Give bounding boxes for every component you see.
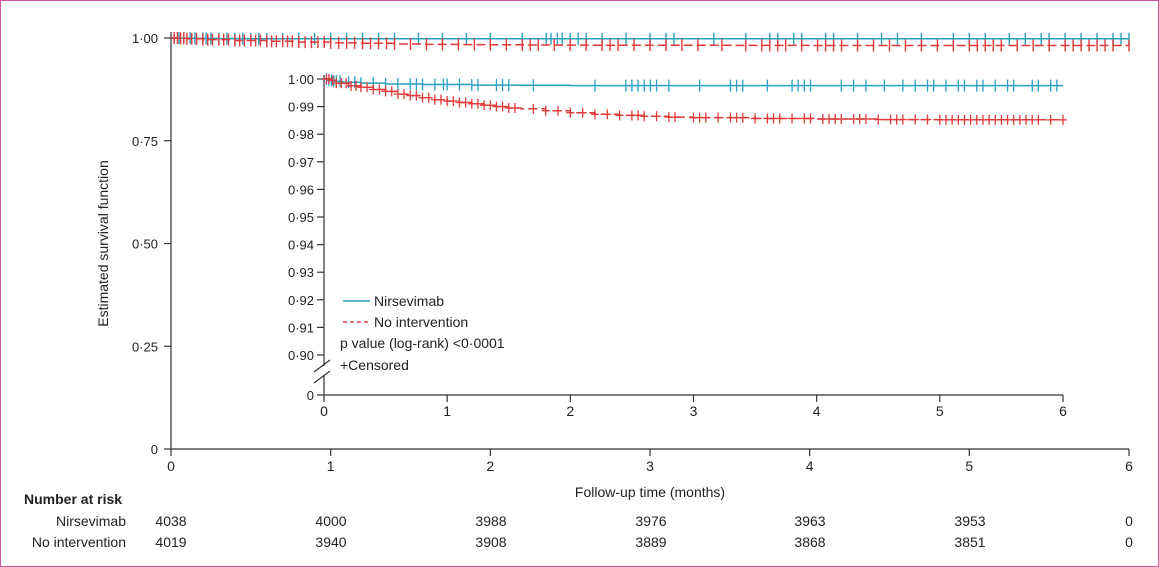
- inset-y-tick-label: 0·99: [288, 100, 314, 115]
- risk-table-cell: 3988: [475, 513, 506, 529]
- risk-table-cell: 0: [1125, 513, 1133, 529]
- inset-axis-break-mark: [313, 359, 331, 373]
- inset-x-tick-label: 4: [813, 403, 821, 419]
- risk-table-cell: 3889: [635, 534, 666, 550]
- inset-x-tick-label: 1: [443, 403, 451, 419]
- main-x-tick-label: 4: [806, 458, 814, 474]
- risk-table-cell: 3908: [475, 534, 506, 550]
- inset-annotation-1: +Censored: [340, 357, 409, 373]
- main-x-tick-label: 0: [167, 458, 175, 474]
- risk-table-cell: 4038: [155, 513, 186, 529]
- inset-x-tick-label: 2: [566, 403, 574, 419]
- inset-x-tick-label: 5: [936, 403, 944, 419]
- legend-label-0: Nirsevimab: [374, 293, 444, 309]
- main-x-tick-label: 5: [965, 458, 973, 474]
- inset-x-tick-label: 0: [320, 403, 328, 419]
- main-x-tick-label: 3: [646, 458, 654, 474]
- risk-table-cell: 3953: [954, 513, 985, 529]
- inset-y-tick-label: 0·98: [288, 127, 314, 142]
- inset-x-tick-label: 6: [1059, 403, 1067, 419]
- main-x-tick-label: 6: [1125, 458, 1133, 474]
- risk-table-cell: 3868: [794, 534, 825, 550]
- risk-table-cell: 4019: [155, 534, 186, 550]
- main-y-tick-label: 1·00: [132, 31, 158, 46]
- inset-y-tick-label: 0·94: [288, 238, 314, 253]
- main-x-tick-label: 1: [327, 458, 335, 474]
- main-y-axis-title: Estimated survival function: [95, 160, 111, 327]
- main-x-axis-title: Follow-up time (months): [575, 484, 725, 500]
- inset-y-tick-label: 0·92: [288, 293, 314, 308]
- main-y-tick-label: 0·50: [132, 237, 158, 252]
- inset-y-tick-label: 0·93: [288, 265, 314, 280]
- risk-table-cell: 3976: [635, 513, 666, 529]
- inset-y-tick-label: 0: [307, 388, 314, 403]
- main-y-tick-label: 0·25: [132, 339, 158, 354]
- inset-y-tick-label: 0·95: [288, 210, 314, 225]
- inset-y-tick-label: 0·90: [288, 348, 314, 363]
- inset-y-tick-label: 0·97: [288, 155, 314, 170]
- inset-y-tick-label: 0·96: [288, 182, 314, 197]
- risk-table-row-label: Nirsevimab: [56, 513, 126, 529]
- legend-label-1: No intervention: [374, 314, 468, 330]
- inset-axis-break-mark: [313, 370, 331, 384]
- risk-table-cell: 3851: [954, 534, 985, 550]
- risk-table-title: Number at risk: [24, 491, 122, 507]
- inset-y-tick-label: 0·91: [288, 320, 314, 335]
- main-y-tick-label: 0: [151, 442, 158, 457]
- risk-table-cell: 3963: [794, 513, 825, 529]
- risk-table-cell: 4000: [315, 513, 346, 529]
- main-y-tick-label: 0·75: [132, 134, 158, 149]
- risk-table-cell: 3940: [315, 534, 346, 550]
- inset-y-tick-label: 1·00: [288, 72, 314, 87]
- inset-annotation-0: p value (log-rank) <0·0001: [340, 335, 505, 351]
- risk-table-cell: 0: [1125, 534, 1133, 550]
- main-x-tick-label: 2: [486, 458, 494, 474]
- inset-x-tick-label: 3: [690, 403, 698, 419]
- risk-table-row-label: No intervention: [32, 534, 126, 550]
